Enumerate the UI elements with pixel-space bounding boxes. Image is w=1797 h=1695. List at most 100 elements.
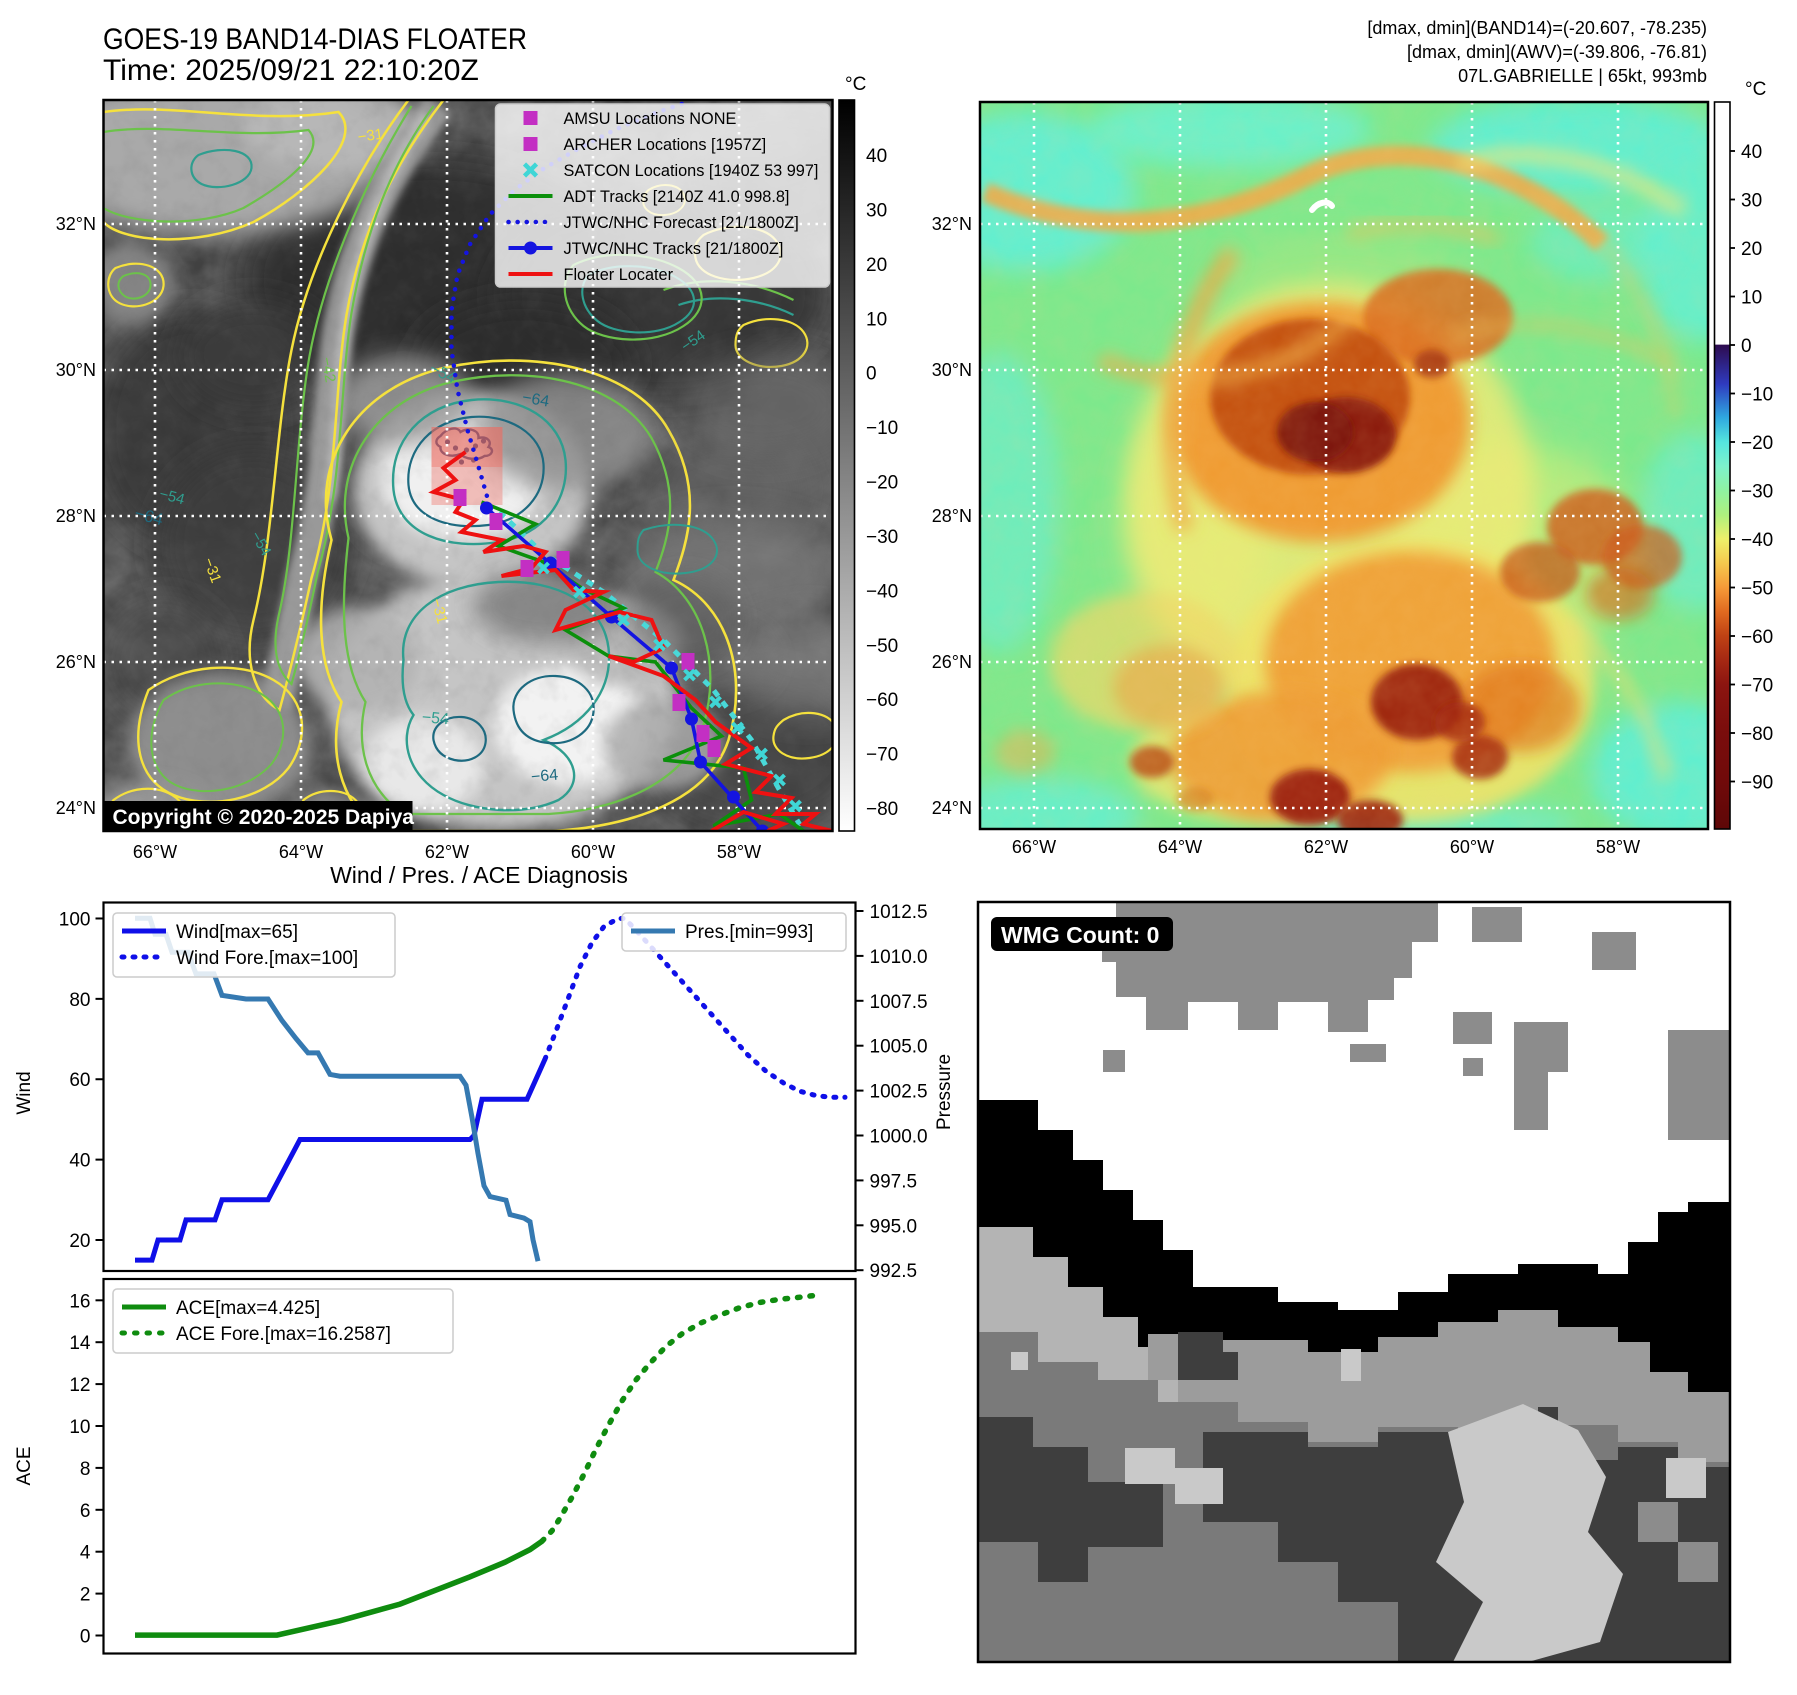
svg-text:30: 30: [866, 200, 887, 221]
svg-text:8: 8: [80, 1459, 91, 1480]
svg-text:992.5: 992.5: [870, 1261, 918, 1282]
svg-text:40: 40: [866, 146, 887, 167]
svg-text:−90: −90: [1741, 773, 1773, 794]
svg-text:JTWC/NHC Tracks [21/1800Z]: JTWC/NHC Tracks [21/1800Z]: [564, 240, 784, 258]
svg-text:1010.0: 1010.0: [870, 947, 928, 968]
svg-text:16: 16: [69, 1291, 90, 1312]
svg-text:−70: −70: [1741, 676, 1773, 697]
svg-text:1012.5: 1012.5: [870, 902, 928, 923]
svg-text:ACE Fore.[max=16.2587]: ACE Fore.[max=16.2587]: [176, 1324, 391, 1345]
svg-text:−30: −30: [1741, 482, 1773, 503]
svg-text:−80: −80: [866, 799, 898, 820]
svg-text:°C: °C: [845, 74, 866, 95]
svg-text:66°W: 66°W: [133, 842, 177, 862]
svg-text:JTWC/NHC Forecast [21/1800Z]: JTWC/NHC Forecast [21/1800Z]: [564, 214, 799, 232]
svg-text:Pressure: Pressure: [934, 1054, 955, 1130]
svg-text:−31: −31: [428, 597, 451, 626]
svg-text:−40: −40: [1741, 530, 1773, 551]
svg-text:10: 10: [866, 309, 887, 330]
svg-text:58°W: 58°W: [1596, 837, 1640, 857]
svg-text:6: 6: [80, 1501, 91, 1522]
svg-text:−10: −10: [1741, 385, 1773, 406]
svg-text:−64: −64: [521, 389, 551, 410]
svg-text:1007.5: 1007.5: [870, 992, 928, 1013]
svg-text:58°W: 58°W: [717, 842, 761, 862]
svg-text:64°W: 64°W: [1158, 837, 1202, 857]
svg-text:GOES-19 BAND14-DIAS FLOATER: GOES-19 BAND14-DIAS FLOATER: [103, 23, 527, 56]
svg-text:−64: −64: [530, 767, 559, 786]
svg-text:Pres.[min=993]: Pres.[min=993]: [685, 922, 813, 943]
svg-text:62°W: 62°W: [1304, 837, 1348, 857]
svg-text:−40: −40: [866, 581, 898, 602]
svg-text:0: 0: [866, 364, 877, 385]
svg-text:0: 0: [80, 1627, 91, 1648]
svg-text:−50: −50: [1741, 579, 1773, 600]
svg-text:30°N: 30°N: [56, 360, 96, 380]
svg-text:Copyright © 2020-2025 Dapiya: Copyright © 2020-2025 Dapiya: [113, 806, 415, 829]
svg-text:[dmax, dmin](BAND14)=(-20.607,: [dmax, dmin](BAND14)=(-20.607, -78.235): [1367, 18, 1707, 38]
svg-text:20: 20: [69, 1231, 90, 1252]
svg-text:ARCHER Locations [1957Z]: ARCHER Locations [1957Z]: [564, 136, 767, 154]
svg-text:24°N: 24°N: [56, 798, 96, 818]
svg-text:−20: −20: [1741, 433, 1773, 454]
svg-text:100: 100: [59, 909, 91, 930]
svg-text:997.5: 997.5: [870, 1171, 918, 1192]
svg-text:4: 4: [80, 1543, 91, 1564]
svg-text:10: 10: [69, 1417, 90, 1438]
svg-text:SATCON Locations [1940Z 53 997: SATCON Locations [1940Z 53 997]: [564, 162, 819, 180]
svg-text:62°W: 62°W: [425, 842, 469, 862]
svg-text:Wind[max=65]: Wind[max=65]: [176, 922, 298, 943]
svg-text:60°W: 60°W: [571, 842, 615, 862]
svg-text:40: 40: [69, 1151, 90, 1172]
svg-text:32°N: 32°N: [932, 214, 972, 234]
svg-text:−31: −31: [357, 126, 385, 146]
svg-text:14: 14: [69, 1333, 91, 1354]
svg-text:[dmax, dmin](AWV)=(-39.806, -7: [dmax, dmin](AWV)=(-39.806, -76.81): [1407, 42, 1707, 62]
svg-text:°C: °C: [1745, 79, 1766, 100]
svg-text:−50: −50: [866, 636, 898, 657]
svg-text:−80: −80: [1741, 724, 1773, 745]
svg-text:Time: 2025/09/21 22:10:20Z: Time: 2025/09/21 22:10:20Z: [103, 54, 479, 87]
svg-text:−60: −60: [866, 690, 898, 711]
svg-text:66°W: 66°W: [1012, 837, 1056, 857]
svg-text:28°N: 28°N: [932, 506, 972, 526]
svg-text:20: 20: [866, 255, 887, 276]
svg-text:Floater Locater: Floater Locater: [564, 266, 674, 284]
svg-text:30°N: 30°N: [932, 360, 972, 380]
svg-text:12: 12: [69, 1375, 90, 1396]
svg-text:32°N: 32°N: [56, 214, 96, 234]
svg-text:26°N: 26°N: [56, 652, 96, 672]
svg-text:80: 80: [69, 990, 90, 1011]
svg-text:WMG Count: 0: WMG Count: 0: [1001, 922, 1159, 948]
svg-text:−30: −30: [866, 527, 898, 548]
svg-text:−54: −54: [157, 485, 186, 508]
svg-text:−20: −20: [866, 473, 898, 494]
svg-text:30: 30: [1741, 191, 1762, 212]
svg-text:ADT Tracks [2140Z 41.0 998.8]: ADT Tracks [2140Z 41.0 998.8]: [564, 188, 790, 206]
svg-text:28°N: 28°N: [56, 506, 96, 526]
svg-text:AMSU Locations NONE: AMSU Locations NONE: [564, 110, 737, 128]
svg-text:0: 0: [1741, 336, 1752, 357]
svg-text:995.0: 995.0: [870, 1216, 918, 1237]
svg-text:60°W: 60°W: [1450, 837, 1494, 857]
svg-text:24°N: 24°N: [932, 798, 972, 818]
svg-text:ACE[max=4.425]: ACE[max=4.425]: [176, 1298, 320, 1319]
svg-text:40: 40: [1741, 142, 1762, 163]
svg-text:64°W: 64°W: [279, 842, 323, 862]
svg-text:−70: −70: [866, 745, 898, 766]
svg-text:2: 2: [80, 1585, 91, 1606]
svg-text:1002.5: 1002.5: [870, 1082, 928, 1103]
svg-text:Wind / Pres. / ACE Diagnosis: Wind / Pres. / ACE Diagnosis: [330, 862, 628, 888]
svg-text:07L.GABRIELLE | 65kt, 993mb: 07L.GABRIELLE | 65kt, 993mb: [1458, 66, 1707, 86]
svg-text:−10: −10: [866, 418, 898, 439]
svg-text:ACE: ACE: [14, 1446, 35, 1485]
svg-text:60: 60: [69, 1070, 90, 1091]
svg-text:1005.0: 1005.0: [870, 1037, 928, 1058]
svg-text:10: 10: [1741, 288, 1762, 309]
svg-text:26°N: 26°N: [932, 652, 972, 672]
svg-text:1000.0: 1000.0: [870, 1127, 928, 1148]
svg-text:Wind: Wind: [14, 1071, 35, 1114]
svg-text:−60: −60: [1741, 627, 1773, 648]
svg-text:Wind Fore.[max=100]: Wind Fore.[max=100]: [176, 948, 358, 969]
svg-text:20: 20: [1741, 239, 1762, 260]
